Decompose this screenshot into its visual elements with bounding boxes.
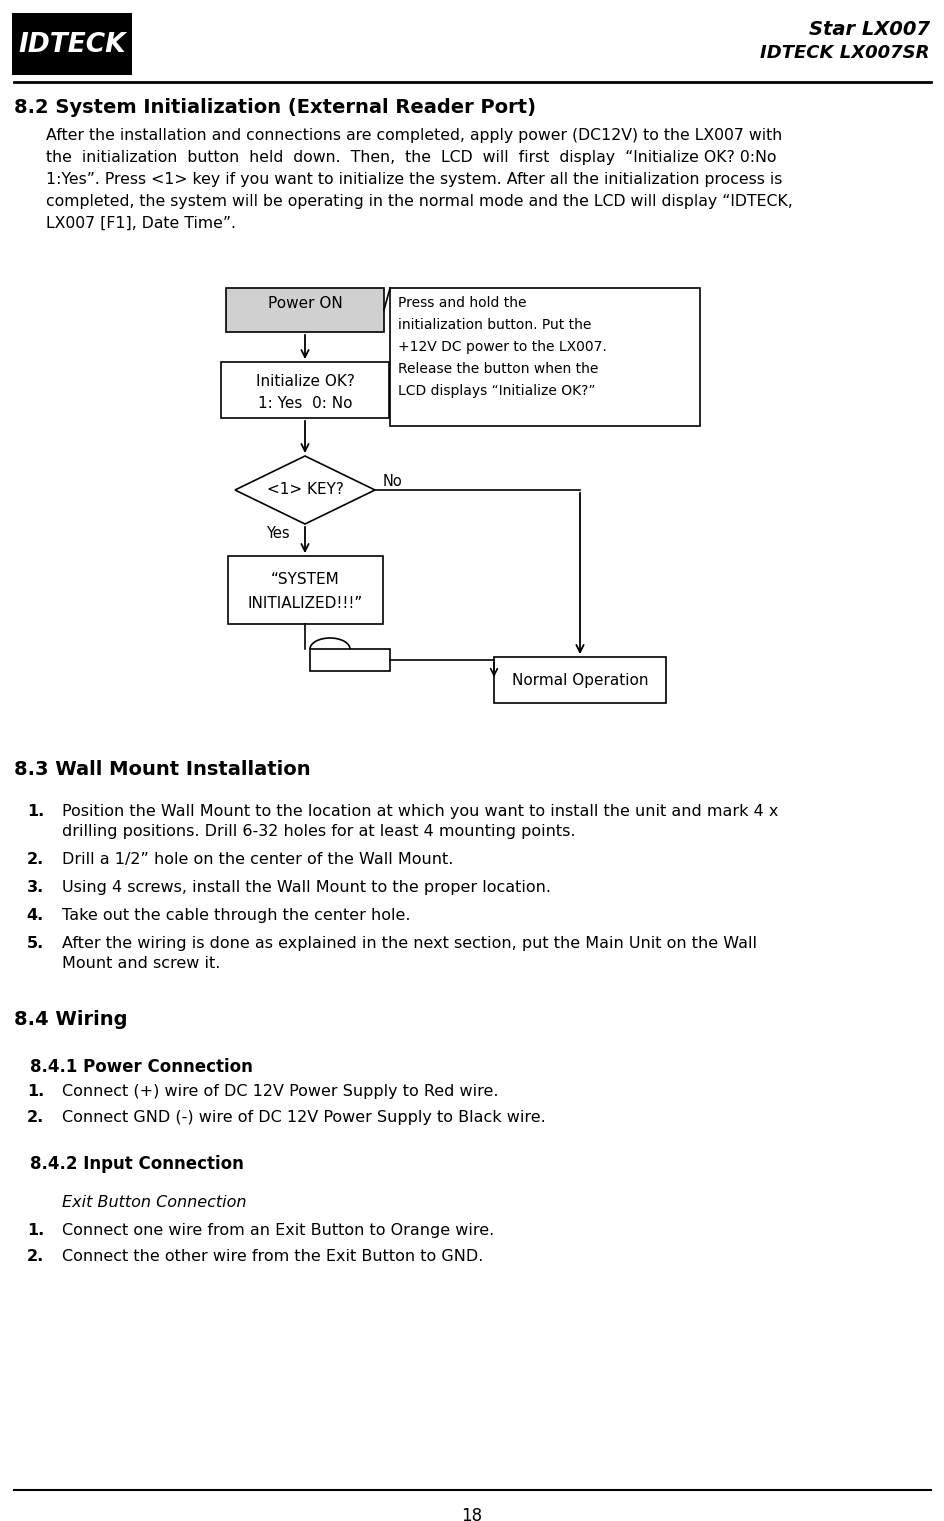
Text: LCD displays “Initialize OK?”: LCD displays “Initialize OK?” [397,383,595,399]
Text: initialization button. Put the: initialization button. Put the [397,318,591,332]
Text: Connect (+) wire of DC 12V Power Supply to Red wire.: Connect (+) wire of DC 12V Power Supply … [62,1084,498,1100]
Text: 18: 18 [461,1507,482,1521]
Text: Using 4 screws, install the Wall Mount to the proper location.: Using 4 screws, install the Wall Mount t… [62,881,550,894]
Bar [494,657,666,703]
Text: 8.2 System Initialization (External Reader Port): 8.2 System Initialization (External Read… [14,97,535,117]
Text: 2.: 2. [26,852,44,867]
Text: INITIALIZED!!!”: INITIALIZED!!!” [247,596,362,611]
Text: IDTECK: IDTECK [18,32,126,58]
Text: LX007 [F1], Date Time”.: LX007 [F1], Date Time”. [46,216,236,231]
Text: 8.4 Wiring: 8.4 Wiring [14,1010,127,1030]
Text: 1.: 1. [26,805,44,818]
Text: 3.: 3. [26,881,44,894]
Text: “SYSTEM: “SYSTEM [270,572,339,587]
Text: 2.: 2. [26,1249,44,1264]
Text: 2.: 2. [26,1110,44,1126]
Text: 1.: 1. [26,1084,44,1100]
Text: Connect the other wire from the Exit Button to GND.: Connect the other wire from the Exit But… [62,1249,483,1264]
Text: Connect one wire from an Exit Button to Orange wire.: Connect one wire from an Exit Button to … [62,1223,494,1238]
Text: Connect GND (-) wire of DC 12V Power Supply to Black wire.: Connect GND (-) wire of DC 12V Power Sup… [62,1110,546,1126]
Text: 8.3 Wall Mount Installation: 8.3 Wall Mount Installation [14,760,311,779]
Bar [228,557,382,624]
Bar [310,649,390,671]
Text: 1: Yes  0: No: 1: Yes 0: No [258,397,352,412]
Text: After the wiring is done as explained in the next section, put the Main Unit on : After the wiring is done as explained in… [62,935,756,951]
Text: No: No [382,475,402,488]
Text: Mount and screw it.: Mount and screw it. [62,957,220,970]
Text: drilling positions. Drill 6-32 holes for at least 4 mounting points.: drilling positions. Drill 6-32 holes for… [62,824,575,840]
Text: 8.4.2 Input Connection: 8.4.2 Input Connection [30,1154,244,1173]
Text: Take out the cable through the center hole.: Take out the cable through the center ho… [62,908,410,923]
Text: 1:Yes”. Press <1> key if you want to initialize the system. After all the initia: 1:Yes”. Press <1> key if you want to ini… [46,172,782,187]
Polygon shape [235,456,375,525]
Text: Initialize OK?: Initialize OK? [255,374,354,388]
Text: Drill a 1/2” hole on the center of the Wall Mount.: Drill a 1/2” hole on the center of the W… [62,852,453,867]
Text: Release the button when the: Release the button when the [397,362,598,376]
Text: Position the Wall Mount to the location at which you want to install the unit an: Position the Wall Mount to the location … [62,805,778,818]
Bar [221,362,389,418]
Text: 8.4.1 Power Connection: 8.4.1 Power Connection [30,1059,253,1075]
Text: 1.: 1. [26,1223,44,1238]
Text: <1> KEY?: <1> KEY? [266,482,343,497]
Text: Normal Operation: Normal Operation [512,672,648,687]
Text: 4.: 4. [26,908,44,923]
Text: Power ON: Power ON [267,295,342,310]
Text: Star LX007: Star LX007 [808,20,929,40]
Text: +12V DC power to the LX007.: +12V DC power to the LX007. [397,341,606,354]
Text: 5.: 5. [26,935,44,951]
Text: Press and hold the: Press and hold the [397,297,526,310]
Bar [390,287,700,426]
Bar [12,14,132,75]
Text: IDTECK LX007SR: IDTECK LX007SR [760,44,929,62]
Text: Yes: Yes [266,526,290,541]
Text: completed, the system will be operating in the normal mode and the LCD will disp: completed, the system will be operating … [46,195,792,208]
Text: the  initialization  button  held  down.  Then,  the  LCD  will  first  display : the initialization button held down. The… [46,151,776,164]
Text: Exit Button Connection: Exit Button Connection [62,1196,246,1211]
Text: After the installation and connections are completed, apply power (DC12V) to the: After the installation and connections a… [46,128,782,143]
Bar [226,287,383,332]
